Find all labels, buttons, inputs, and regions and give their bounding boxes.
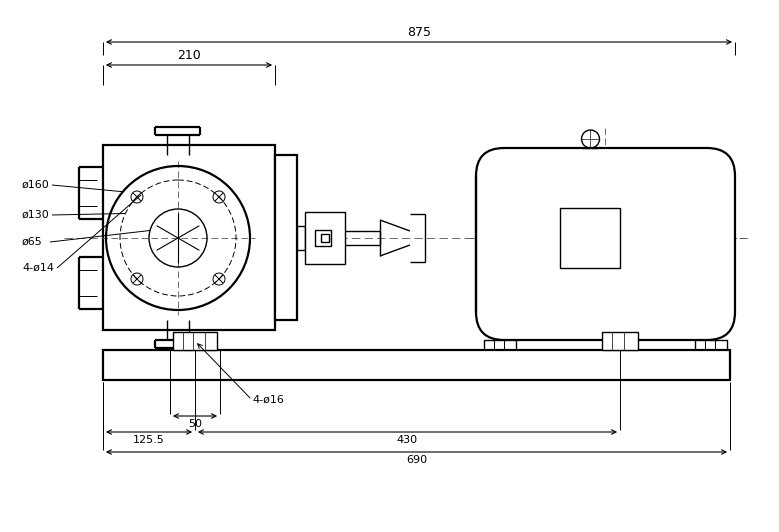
Bar (321, 234, 329, 242)
Text: 210: 210 (177, 49, 201, 62)
Bar (113, 155, 265, 320)
Text: ø65: ø65 (22, 237, 43, 247)
Bar (103, 145, 275, 330)
Text: 4-ø14: 4-ø14 (22, 263, 54, 273)
Bar (695, 340, 727, 354)
Bar (173, 332, 217, 350)
Bar (275, 155, 297, 320)
Bar (103, 350, 730, 380)
Bar (305, 212, 345, 264)
Text: ø130: ø130 (22, 210, 50, 220)
Bar (315, 230, 331, 246)
Bar (561, 208, 621, 268)
Text: 690: 690 (406, 455, 427, 465)
Bar (484, 340, 516, 354)
Text: 50: 50 (188, 419, 202, 429)
Text: 430: 430 (397, 435, 418, 445)
Bar (297, 226, 305, 250)
Text: 125.5: 125.5 (133, 435, 165, 445)
Text: 4-ø16: 4-ø16 (252, 395, 284, 405)
Text: 875: 875 (407, 26, 431, 39)
Bar (602, 332, 638, 350)
FancyBboxPatch shape (476, 148, 735, 340)
Text: ø160: ø160 (22, 180, 50, 190)
